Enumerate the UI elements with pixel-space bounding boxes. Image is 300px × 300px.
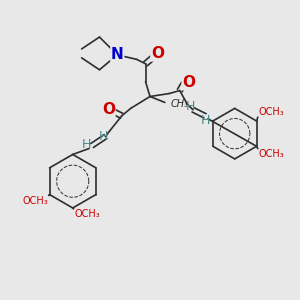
- Text: N: N: [111, 47, 124, 62]
- Text: O: O: [102, 102, 115, 117]
- Text: OCH₃: OCH₃: [22, 196, 48, 206]
- Text: H: H: [82, 138, 91, 151]
- Text: O: O: [151, 46, 164, 61]
- Text: CH₃: CH₃: [171, 99, 189, 109]
- Text: O: O: [182, 75, 195, 90]
- Text: OCH₃: OCH₃: [258, 106, 284, 117]
- Text: OCH₃: OCH₃: [258, 149, 284, 159]
- Text: OCH₃: OCH₃: [74, 209, 100, 219]
- Text: H: H: [185, 100, 195, 112]
- Text: H: H: [200, 114, 210, 128]
- Text: H: H: [99, 130, 108, 143]
